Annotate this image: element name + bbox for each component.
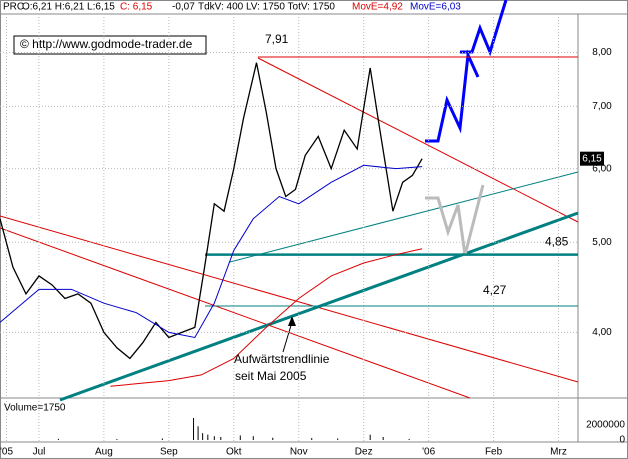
scenario-gray	[425, 184, 485, 256]
change: -0,07	[172, 2, 195, 13]
x-tick-label: Aug	[95, 447, 113, 458]
x-tick-label: Jul	[33, 447, 46, 458]
price-line	[0, 62, 423, 360]
y-tick-label: 6,00	[592, 163, 612, 174]
moving-average	[0, 164, 423, 339]
x-tick-label: '05	[0, 447, 13, 458]
y-tick-label: 8,00	[592, 47, 612, 58]
arrow	[282, 321, 293, 353]
scenario-blue	[425, 49, 480, 143]
annotation: Aufwärtstrendlinie	[234, 352, 330, 366]
last-price-label: 6,15	[582, 153, 602, 164]
arrow-head	[288, 316, 296, 326]
legend-ma: MovE=4,92	[352, 2, 403, 13]
x-tick-label: Sep	[160, 447, 178, 458]
symbol: PRC	[3, 2, 24, 13]
down-trendline	[0, 227, 471, 399]
x-tick-label: Nov	[290, 447, 308, 458]
down-trendline	[257, 57, 579, 223]
header: PRC O:6,21 H:6,21 L:6,15 C: 6,15 -0,07 T…	[3, 2, 461, 13]
legend-ma: MovE=6,03	[410, 2, 461, 13]
y-tick-label: 7,00	[592, 101, 612, 112]
y-tick-label: 4,00	[592, 327, 612, 338]
volumes: TdkV: 400 LV: 1750 TotV: 1750	[198, 2, 335, 13]
x-tick-label: '06	[422, 447, 435, 458]
y-tick-label: 2000000	[586, 419, 625, 430]
last-price-box	[580, 151, 604, 166]
level-label: 4,85	[545, 235, 569, 249]
close: C: 6,15	[120, 2, 153, 13]
trendlines	[0, 0, 579, 402]
copyright: © http://www.godmode-trader.de	[20, 37, 193, 51]
ohlc: O:6,21 H:6,21 L:6,15	[22, 2, 115, 13]
volume-title: Volume=1750	[4, 403, 66, 414]
y-tick-label: 0	[619, 435, 625, 446]
level-label: 7,91	[265, 32, 289, 46]
moving-average	[110, 248, 423, 387]
level-label: 4,27	[483, 283, 507, 297]
x-tick-label: Dez	[355, 447, 373, 458]
x-tick-label: Mrz	[550, 447, 567, 458]
x-tick-label: Feb	[485, 447, 503, 458]
down-trendline	[0, 215, 579, 383]
annotation: seit Mai 2005	[235, 369, 307, 383]
copyright-box	[13, 35, 207, 55]
y-tick-label: 5,00	[592, 237, 612, 248]
up-trendline	[229, 171, 579, 263]
main-up-trendline	[59, 211, 579, 402]
x-tick-label: Okt	[226, 447, 242, 458]
